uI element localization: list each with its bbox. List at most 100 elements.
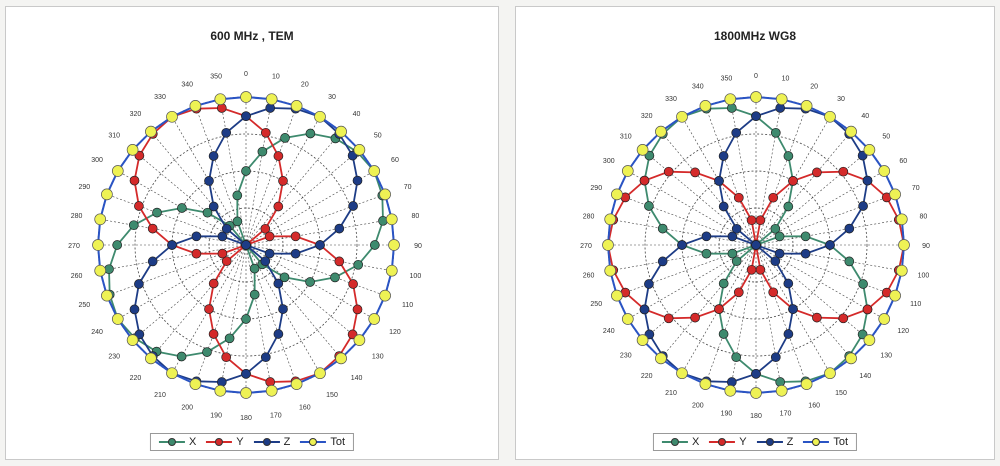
legend-label-z: Z [283,436,291,448]
data-point-tot [145,352,157,365]
data-point-z [862,175,873,186]
angle-tick-label: 40 [861,113,869,120]
data-point-x [731,352,742,363]
data-point-z [315,240,325,250]
data-point-tot [111,313,124,325]
data-point-x [731,256,742,267]
angle-tick-label: 300 [91,157,103,164]
data-point-y [147,223,158,234]
legend-swatch-z [253,437,280,447]
polar-plot: 0 10 20 30 40 50 60 70 80 90 100 110 120 130 140 150 160… [68,71,422,422]
data-point-z [348,201,358,211]
angle-tick-label: 50 [374,132,382,139]
legend-item-z: Z [756,436,794,448]
legend-item-tot: Tot [300,436,345,448]
data-point-x [202,207,213,218]
data-point-z [770,256,781,267]
data-point-tot [775,384,788,397]
angle-tick-label: 100 [410,273,422,280]
data-point-tot [699,100,712,112]
chart-legend: X Y Z Tot [149,433,355,451]
angle-tick-label: 130 [880,352,892,359]
data-point-tot [750,91,762,103]
data-point-z [334,223,345,234]
data-point-tot [265,384,278,397]
data-point-z [644,279,654,289]
data-point-z [731,223,742,234]
data-point-tot [189,378,202,390]
data-point-tot [111,165,124,177]
angle-tick-label: 210 [665,390,677,397]
data-point-z [241,111,251,122]
data-point-y [290,231,301,242]
angle-tick-label: 80 [411,213,419,220]
data-point-x [280,133,290,143]
data-point-x [727,248,738,259]
data-point-tot [290,100,303,112]
data-point-tot [335,352,347,365]
data-point-tot [676,110,688,123]
data-point-z [844,223,855,234]
data-point-y [714,304,724,314]
angle-tick-label: 220 [641,373,653,380]
data-point-y [733,287,744,298]
angle-tick-label: 30 [837,96,845,103]
data-point-y [191,248,202,259]
data-point-tot [353,144,366,156]
angle-tick-label: 180 [240,415,252,422]
data-point-y [838,313,849,324]
data-point-tot [214,384,227,397]
angle-ticks: 0 10 20 30 40 50 60 70 80 90 100 110 120 130 140 150 160… [68,71,422,422]
angle-tick-label: 240 [603,328,615,335]
data-point-tot [368,313,381,325]
data-point-z [727,231,738,242]
data-point-tot [379,188,391,201]
data-point-x [249,289,260,300]
data-point-tot [101,188,113,201]
legend-item-x: X [158,436,197,448]
angle-tick-label: 210 [154,392,166,399]
angle-tick-label: 80 [920,213,928,220]
data-point-z [273,329,284,339]
angle-tick-label: 120 [389,329,401,336]
data-point-tot [611,188,623,201]
data-point-y [755,264,766,275]
angle-tick-label: 110 [910,301,921,308]
data-point-y [768,192,779,203]
data-point-y [838,166,849,177]
data-point-y [690,167,700,178]
legend-label-z: Z [786,436,794,448]
data-point-z [858,201,868,211]
legend-label-y: Y [236,436,244,448]
data-point-z [783,278,794,289]
data-point-x [176,351,187,362]
data-point-y [260,223,271,234]
angle-tick-label: 270 [68,243,80,250]
data-point-z [208,201,219,212]
angle-tick-label: 90 [922,243,930,250]
angle-tick-label: 350 [210,74,222,81]
data-point-x [844,256,855,267]
data-point-y [221,256,232,267]
chart-title: 600 MHz , TEM [210,29,294,43]
data-point-tot [750,387,762,399]
angle-tick-label: 180 [750,413,762,420]
data-point-y [260,127,271,138]
data-point-y [221,352,232,363]
data-point-z [751,111,761,122]
data-point-y [273,201,284,212]
data-point-tot [385,264,398,277]
data-point-y [278,176,288,186]
data-point-tot [388,239,400,251]
data-point-tot [126,334,139,346]
data-point-tot [602,239,614,251]
legend-label-x: X [188,436,197,448]
angle-tick-label: 190 [210,412,222,419]
data-point-tot [724,384,737,397]
data-point-y [755,215,766,226]
data-point-tot [655,125,667,138]
legend-swatch-x [158,437,185,447]
angle-tick-label: 70 [912,185,920,192]
data-point-tot [314,367,326,380]
data-point-x [330,272,340,283]
